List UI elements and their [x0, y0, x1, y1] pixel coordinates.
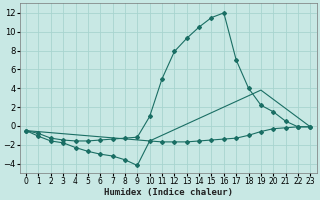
- X-axis label: Humidex (Indice chaleur): Humidex (Indice chaleur): [104, 188, 233, 197]
